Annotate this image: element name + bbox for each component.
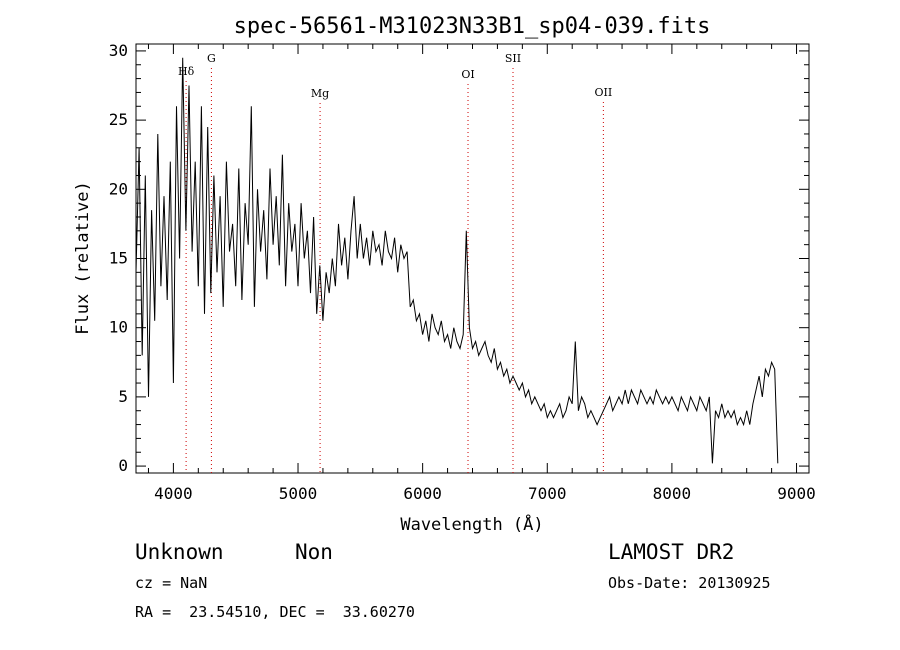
subclass-label: Non [295,540,333,564]
y-axis-label: Flux (relative) [73,181,93,335]
spectrum-line [135,57,779,464]
chart-title: spec-56561-M31023N33B1_sp04-039.fits [234,14,711,39]
spectral-line-label: SII [505,52,521,65]
x-tick-label: 4000 [154,484,193,503]
obs-date-text: Obs-Date: 20130925 [608,574,771,592]
spectral-line-label: Mg [311,87,329,100]
x-tick-label: 7000 [528,484,567,503]
x-axis-label: Wavelength (Å) [400,513,543,535]
spectral-line-label: G [207,52,216,65]
survey-label: LAMOST DR2 [608,540,735,564]
y-tick-label: 15 [109,249,128,268]
coordinates-text: RA = 23.54510, DEC = 33.60270 [135,603,415,621]
y-tick-label: 5 [118,387,128,406]
y-tick-label: 0 [118,456,128,475]
spectral-line-label: OII [595,86,613,99]
y-tick-label: 10 [109,318,128,337]
axis-tick-labels: 4000 5000 6000 7000 8000 9000 0 5 10 15 20 25 30 [109,41,816,503]
spectral-line-label: OI [461,68,474,81]
class-label: Unknown [135,540,224,564]
plot-frame [135,43,810,474]
x-tick-label: 9000 [777,484,816,503]
spectral-line-label: Hδ [178,65,195,78]
y-tick-label: 20 [109,179,128,198]
y-tick-label: 30 [109,41,128,60]
axis-ticks [136,44,809,473]
y-tick-label: 25 [109,110,128,129]
x-tick-label: 8000 [653,484,692,503]
redshift-text: cz = NaN [135,574,208,592]
x-tick-label: 6000 [403,484,442,503]
x-tick-label: 5000 [279,484,318,503]
